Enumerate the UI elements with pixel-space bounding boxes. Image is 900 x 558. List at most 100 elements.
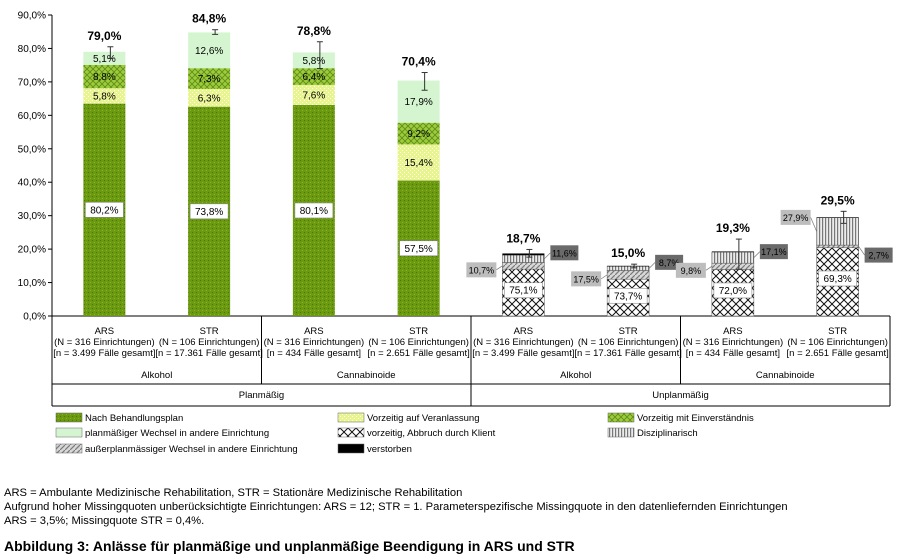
bar-segment-veranlassung [292, 84, 335, 105]
legend-swatch-abbruch [337, 427, 365, 438]
segment-label: 73,7% [614, 291, 642, 302]
bar-total-label: 15,0% [611, 246, 645, 260]
substance-group-label: Cannabinoide [337, 370, 396, 381]
legend-label-einverstaendnis: Vorzeitig mit Einverständnis [637, 413, 754, 424]
bar-segment-wechsel [292, 52, 335, 69]
footnote-abbreviations: ARS = Ambulante Medizinische Rehabilitat… [4, 487, 463, 499]
category-institutions: (N = 316 Einrichtungen) [54, 337, 155, 348]
bar-total-label: 84,8% [192, 12, 226, 26]
substance-group-label: Cannabinoide [756, 370, 815, 381]
bar-segment-verstorben [502, 253, 545, 256]
segment-label-box [818, 270, 857, 287]
category-setting: ARS [723, 326, 743, 337]
segment-label: 12,6% [195, 46, 223, 57]
legend-swatch-einverstaendnis [607, 412, 635, 423]
legend-label-ausserplan: außerplanmässiger Wechsel in andere Einr… [85, 444, 298, 455]
segment-label: 72,0% [719, 286, 747, 297]
segment-label: 80,1% [300, 206, 328, 217]
category-institutions: (N = 106 Einrichtungen) [787, 337, 888, 348]
segment-label-box [85, 202, 124, 218]
segment-label: 17,5% [573, 274, 599, 284]
bar-segment-ausserplan [816, 244, 859, 249]
segment-label-box [713, 282, 753, 299]
callout-leader [600, 274, 608, 280]
bar-segment-einverstaendnis [188, 68, 231, 89]
legend-swatch-veranlassung [337, 412, 365, 423]
segment-label: 17,1% [761, 247, 787, 257]
callout-box [675, 262, 706, 278]
segment-label: 80,2% [90, 205, 118, 216]
y-tick-label: 40,0% [18, 178, 46, 189]
segment-label: 9,8% [681, 266, 702, 276]
bar-segment-veranlassung [188, 88, 231, 107]
bar-segment-disziplinarisch [502, 254, 545, 263]
legend-label-veranlassung: Vorzeitig auf Veranlassung [367, 413, 480, 424]
legend: Nach Behandlungsplan Vorzeitig auf Veranl… [55, 412, 754, 455]
bar-segment-ausserplan [502, 262, 545, 270]
bar-segment-einverstaendnis [292, 68, 335, 85]
bar-segment-einverstaendnis [397, 122, 440, 145]
category-setting: ARS [304, 326, 324, 337]
segment-label-box [504, 282, 543, 299]
segment-label: 17,9% [404, 97, 432, 108]
callout-leader [858, 246, 865, 256]
category-setting: ARS [514, 326, 534, 337]
y-tick-label: 60,0% [18, 111, 46, 122]
segment-label: 69,3% [823, 274, 851, 285]
category-cases: [n = 3.499 Fälle gesamt] [472, 348, 574, 359]
callout-box [759, 244, 788, 260]
category-cases: [n = 2.651 Fälle gesamt] [787, 348, 889, 359]
category-setting: STR [828, 326, 847, 337]
segment-label: 10,7% [469, 265, 495, 275]
callout-box [550, 245, 579, 261]
bar-total-label: 19,3% [716, 221, 750, 235]
bar-segment-disziplinarisch [816, 217, 859, 246]
footnote-missing-2: ARS = 3,5%; Missingquote STR = 0,4%. [4, 515, 205, 527]
segment-label: 15,4% [404, 158, 432, 169]
bars: 80,2% 5,8% 8,8% 5,1% 79,0% 73,8% 6,3% 7,3% 12,6%… [83, 12, 893, 317]
callout-leader [705, 266, 713, 271]
callout-leader [753, 251, 761, 258]
category-cases: [n = 434 Fälle gesamt] [267, 348, 361, 359]
bar-total-label: 18,7% [506, 231, 540, 245]
y-tick-label: 20,0% [18, 245, 46, 256]
category-institutions: (N = 106 Einrichtungen) [368, 337, 469, 348]
substance-group-label: Alkohol [141, 370, 172, 381]
bar-total-label: 79,0% [87, 29, 121, 43]
callout-leader [810, 217, 817, 232]
category-cases: [n = 2.651 Fälle gesamt] [368, 348, 470, 359]
bar-segment-ausserplan [711, 262, 755, 270]
segment-label: 7,6% [302, 90, 325, 101]
segment-label: 6,3% [198, 93, 221, 104]
category-cases: [n = 17.361 Fälle gesamt] [155, 348, 262, 359]
segment-label: 5,8% [302, 56, 325, 67]
segment-label: 9,2% [407, 129, 430, 140]
callout-box [466, 262, 497, 278]
segment-label-box [189, 203, 229, 220]
category-setting: STR [619, 326, 638, 337]
legend-swatch-disziplinarisch [607, 427, 635, 438]
legend-label-abbruch: vorzeitig, Abbruch durch Klient [367, 428, 496, 439]
legend-label-verstorben: verstorben [367, 444, 412, 455]
y-tick-label: 30,0% [18, 211, 46, 222]
bar-segment-verstorben [816, 217, 859, 218]
category-institutions: (N = 316 Einrichtungen) [264, 337, 365, 348]
callout-leader [496, 265, 503, 271]
callout-box [864, 247, 893, 263]
category-cases: [n = 17.361 Fälle gesamt] [574, 348, 681, 359]
bar-segment-wechsel [188, 32, 231, 69]
y-tick-label: 10,0% [18, 278, 46, 289]
callout-box [780, 209, 811, 225]
callout-leader [544, 252, 551, 260]
stacked-bar-chart: 0,0% 10,0% 20,0% 30,0% 40,0% 50,0% 60,0% 70,0% 8… [18, 11, 893, 455]
segment-label: 7,3% [198, 74, 221, 85]
segment-label: 8,8% [93, 72, 116, 83]
legend-label-wechsel: planmäßiger Wechsel in andere Einrichtun… [85, 428, 269, 439]
category-institutions: (N = 106 Einrichtungen) [578, 337, 679, 348]
legend-label-disziplinarisch: Disziplinarisch [637, 428, 698, 439]
legend-label-plan: Nach Behandlungsplan [85, 413, 183, 424]
y-tick-label: 0,0% [23, 312, 46, 323]
bar-segment-verstorben [607, 265, 650, 267]
category-cases: [n = 434 Fälle gesamt] [686, 348, 780, 359]
category-institutions: (N = 106 Einrichtungen) [159, 337, 260, 348]
